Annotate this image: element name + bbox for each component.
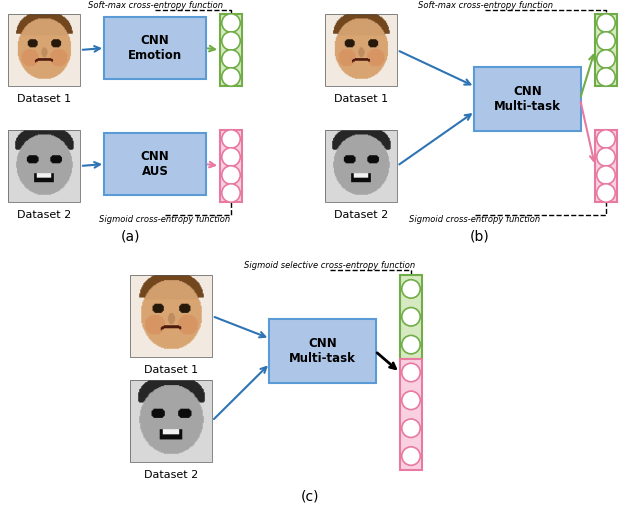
Bar [595, 130, 617, 202]
Text: Dataset 1: Dataset 1 [334, 94, 388, 104]
Circle shape [596, 130, 615, 148]
Circle shape [402, 280, 420, 298]
Bar [130, 380, 212, 462]
Circle shape [402, 308, 420, 326]
Text: Dataset 2: Dataset 2 [144, 470, 198, 480]
Circle shape [402, 335, 420, 354]
Bar [400, 275, 422, 358]
FancyBboxPatch shape [104, 133, 206, 195]
Bar [8, 14, 80, 86]
Circle shape [222, 130, 240, 148]
Bar [325, 14, 397, 86]
Text: Soft-max cross-entropy function: Soft-max cross-entropy function [88, 1, 223, 10]
Circle shape [402, 363, 420, 382]
Text: CNN
Multi-task: CNN Multi-task [289, 337, 356, 365]
Bar [220, 14, 242, 86]
FancyBboxPatch shape [474, 67, 581, 131]
Circle shape [596, 166, 615, 184]
Bar [130, 275, 212, 357]
Circle shape [596, 50, 615, 68]
FancyBboxPatch shape [269, 319, 376, 383]
Circle shape [222, 166, 240, 184]
Text: Sigmoid cross-entropy function: Sigmoid cross-entropy function [99, 215, 230, 224]
Circle shape [596, 68, 615, 86]
Text: (a): (a) [120, 230, 140, 244]
Bar [220, 130, 242, 202]
Circle shape [222, 148, 240, 166]
Circle shape [222, 50, 240, 68]
Text: Dataset 1: Dataset 1 [17, 94, 71, 104]
Bar [595, 14, 617, 86]
Circle shape [222, 184, 240, 202]
Circle shape [596, 32, 615, 50]
Circle shape [596, 148, 615, 166]
Text: Sigmoid selective cross-entropy function: Sigmoid selective cross-entropy function [244, 261, 415, 270]
Text: Sigmoid cross-entropy function: Sigmoid cross-entropy function [410, 215, 541, 224]
Text: Soft-max cross-entropy function: Soft-max cross-entropy function [417, 1, 552, 10]
Bar [8, 130, 80, 202]
Bar [400, 358, 422, 470]
Text: (c): (c) [301, 490, 319, 504]
Text: CNN
Emotion: CNN Emotion [128, 34, 182, 62]
Circle shape [402, 447, 420, 465]
Text: Dataset 1: Dataset 1 [144, 365, 198, 375]
Circle shape [596, 14, 615, 32]
Text: CNN
AUS: CNN AUS [141, 150, 170, 178]
Circle shape [222, 32, 240, 50]
Circle shape [402, 419, 420, 437]
Circle shape [596, 184, 615, 202]
Circle shape [402, 391, 420, 409]
Circle shape [222, 14, 240, 32]
Circle shape [222, 68, 240, 86]
FancyBboxPatch shape [104, 17, 206, 79]
Text: (b): (b) [470, 230, 490, 244]
Text: Dataset 2: Dataset 2 [17, 210, 71, 220]
Text: CNN
Multi-task: CNN Multi-task [494, 85, 561, 113]
Text: Dataset 2: Dataset 2 [334, 210, 388, 220]
Bar [325, 130, 397, 202]
